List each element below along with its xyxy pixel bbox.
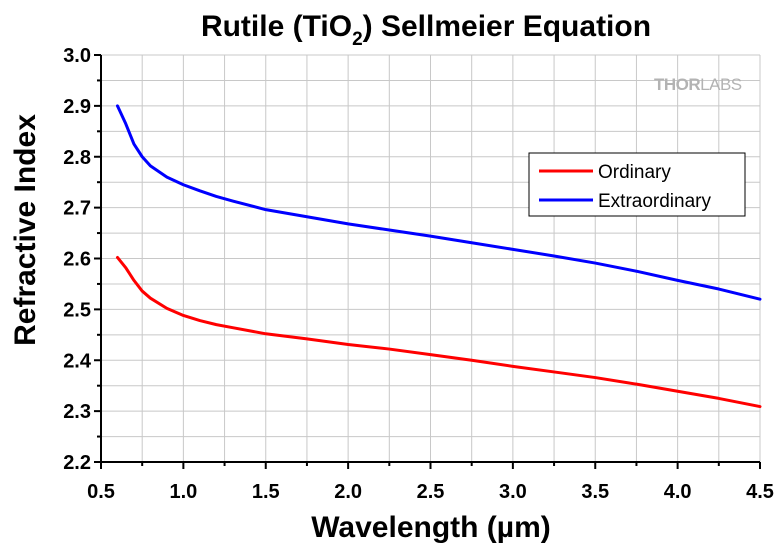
legend-box bbox=[528, 152, 746, 217]
y-tick-label: 2.5 bbox=[63, 299, 91, 321]
y-tick-label: 2.8 bbox=[63, 147, 91, 169]
y-tick-label: 2.7 bbox=[63, 198, 91, 220]
x-tick-label: 3.0 bbox=[499, 481, 527, 503]
legend: Ordinary Extraordinary bbox=[528, 152, 746, 217]
x-tick-label: 1.5 bbox=[252, 481, 280, 503]
tick-labels: 0.5 1.0 1.5 2.0 2.5 3.0 3.5 4.0 4.5 2.2 2.3 2.4 2.5 2… bbox=[63, 45, 774, 503]
y-tick-label: 2.3 bbox=[63, 401, 91, 423]
axes bbox=[94, 54, 761, 469]
brand-thor: THOR bbox=[654, 75, 700, 94]
legend-label-ordinary: Ordinary bbox=[598, 162, 671, 183]
grid-lines bbox=[100, 54, 761, 463]
x-tick-label: 4.5 bbox=[746, 481, 774, 503]
x-tick-label: 0.5 bbox=[87, 481, 115, 503]
y-axis-title: Refractive Index bbox=[9, 114, 42, 346]
chart-title-tail: ) Sellmeier Equation bbox=[363, 10, 651, 43]
x-axis-title: Wavelength (µm) bbox=[311, 511, 551, 544]
y-tick-label: 3.0 bbox=[63, 45, 91, 67]
series-line-ordinary bbox=[115, 255, 762, 409]
chart-title-subscript: 2 bbox=[352, 29, 363, 50]
series-line-extraordinary bbox=[115, 104, 762, 301]
y-tick-label: 2.6 bbox=[63, 249, 91, 271]
thorlabs-logo: THORLABS bbox=[654, 75, 742, 94]
y-tick-label: 2.2 bbox=[63, 452, 91, 474]
x-tick-label: 1.0 bbox=[169, 481, 197, 503]
y-tick-label: 2.4 bbox=[63, 350, 92, 372]
legend-label-extraordinary: Extraordinary bbox=[598, 191, 711, 212]
brand-labs: LABS bbox=[700, 75, 742, 94]
chart-title-main: Rutile (TiO bbox=[201, 10, 352, 43]
x-tick-label: 2.0 bbox=[334, 481, 362, 503]
x-tick-label: 2.5 bbox=[417, 481, 445, 503]
x-tick-label: 4.0 bbox=[664, 481, 692, 503]
svg-text:THORLABS: THORLABS bbox=[654, 75, 742, 94]
x-tick-label: 3.5 bbox=[581, 481, 609, 503]
chart-title: Rutile (TiO2) Sellmeier Equation bbox=[201, 10, 651, 50]
y-tick-label: 2.9 bbox=[63, 96, 91, 118]
series-lines bbox=[115, 104, 762, 409]
